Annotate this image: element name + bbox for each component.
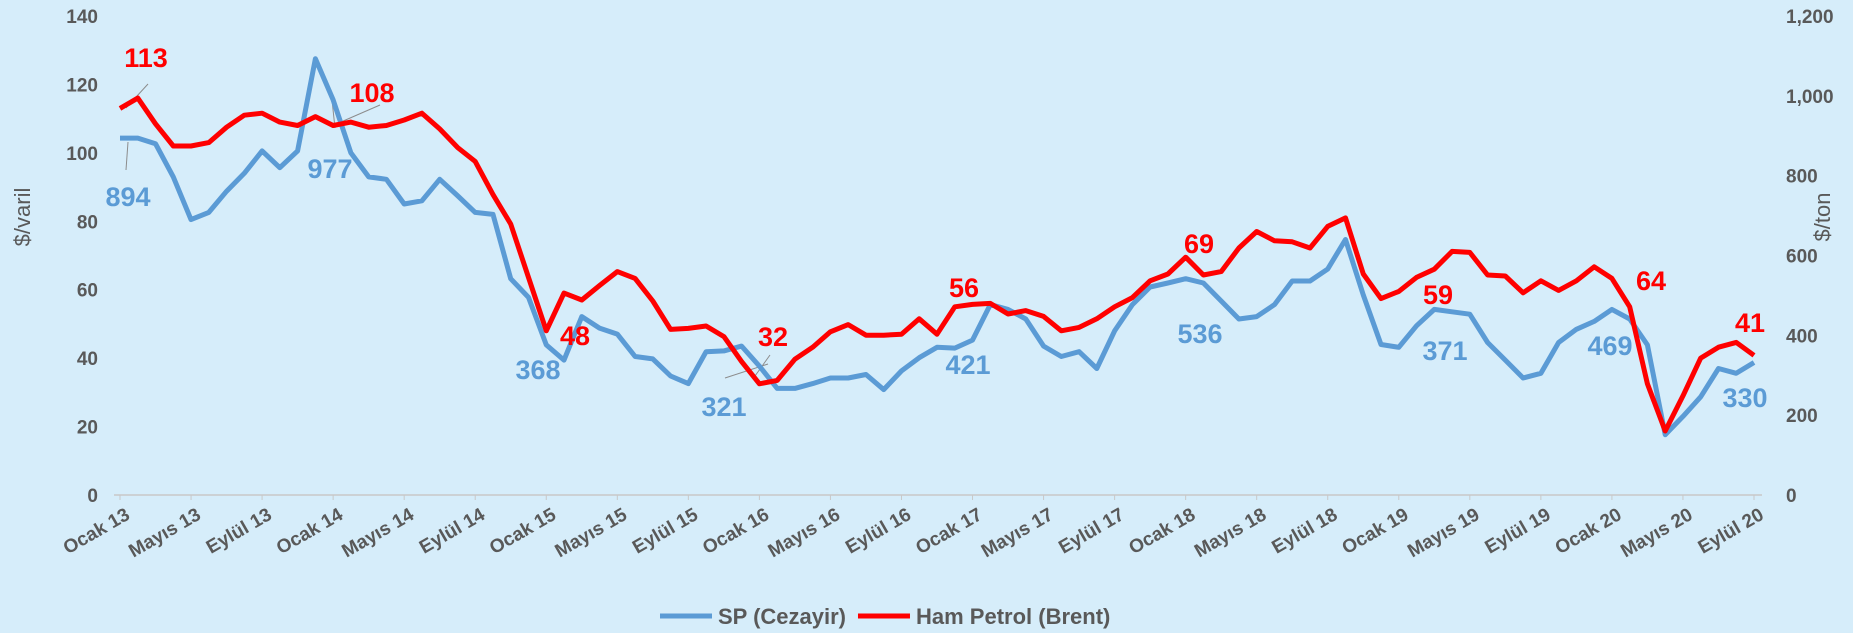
x-tick-label: Mayıs 19 [1404, 504, 1483, 562]
x-tick-label: Mayıs 20 [1617, 504, 1696, 562]
data-label: 368 [515, 355, 560, 385]
data-label: 56 [949, 273, 979, 303]
x-tick-label: Ocak 20 [1552, 504, 1626, 559]
y2-tick-label: 400 [1786, 326, 1818, 347]
y-tick-label: 100 [66, 144, 98, 165]
y-tick-label: 80 [77, 212, 98, 233]
x-tick-label: Eylül 20 [1695, 504, 1768, 558]
data-label: 321 [701, 392, 746, 422]
y-tick-label: 20 [77, 418, 98, 439]
y-axis-title: $/varil [10, 188, 35, 247]
x-tick-label: Ocak 16 [699, 504, 773, 559]
x-tick-label: Ocak 19 [1339, 504, 1413, 559]
x-tick-label: Eylül 14 [416, 504, 489, 558]
x-tick-label: Mayıs 17 [978, 504, 1057, 562]
x-tick-label: Mayıs 18 [1191, 504, 1270, 562]
data-label: 330 [1722, 383, 1767, 413]
y2-axis-title: $/ton [1810, 193, 1835, 242]
data-label: 108 [349, 78, 394, 108]
leader-line [754, 354, 771, 377]
data-label: 371 [1422, 336, 1467, 366]
y-tick-label: 0 [87, 486, 98, 507]
data-label: 113 [124, 43, 168, 73]
x-tick-label: Eylül 15 [629, 504, 702, 558]
x-tick-label: Ocak 15 [486, 504, 560, 559]
y-tick-label: 40 [77, 349, 98, 370]
x-tick-label: Eylül 18 [1269, 504, 1342, 558]
data-label: 32 [758, 322, 788, 352]
x-tick-label: Mayıs 14 [339, 504, 418, 562]
data-label: 48 [560, 321, 590, 351]
data-label: 59 [1423, 280, 1453, 310]
y-tick-label: 120 [66, 75, 98, 96]
data-label: 69 [1184, 229, 1214, 259]
legend-label: Ham Petrol (Brent) [916, 604, 1110, 629]
data-label: 469 [1587, 331, 1632, 361]
leader-line [125, 141, 129, 171]
x-tick-label: Mayıs 13 [125, 504, 204, 562]
y2-tick-label: 200 [1786, 406, 1818, 427]
y2-tick-label: 600 [1786, 247, 1818, 268]
x-tick-label: Ocak 13 [60, 504, 134, 559]
y2-tick-label: 1,200 [1786, 7, 1834, 28]
x-tick-label: Mayıs 16 [765, 504, 844, 562]
data-label: 421 [945, 350, 990, 380]
x-tick-label: Eylül 16 [842, 504, 915, 558]
y2-tick-label: 0 [1786, 486, 1797, 507]
y-tick-label: 60 [77, 281, 98, 302]
x-tick-label: Ocak 17 [912, 504, 986, 559]
data-label: 894 [105, 182, 150, 212]
series-line [120, 56, 1756, 438]
y-tick-label: 140 [66, 7, 98, 28]
series-line [118, 95, 1756, 434]
y2-tick-label: 1,000 [1786, 87, 1834, 108]
x-tick-label: Ocak 18 [1126, 504, 1200, 559]
data-label: 41 [1735, 308, 1765, 338]
x-tick-label: Eylül 19 [1482, 504, 1555, 558]
x-tick-label: Eylül 13 [203, 504, 276, 558]
y2-tick-label: 800 [1786, 167, 1818, 188]
x-tick-label: Ocak 14 [273, 504, 347, 559]
data-label: 536 [1177, 319, 1222, 349]
legend-label: SP (Cezayir) [718, 604, 846, 629]
data-label: 64 [1636, 266, 1666, 296]
data-label: 977 [307, 154, 352, 184]
x-tick-label: Eylül 17 [1055, 504, 1128, 558]
x-tick-label: Mayıs 15 [552, 504, 631, 562]
